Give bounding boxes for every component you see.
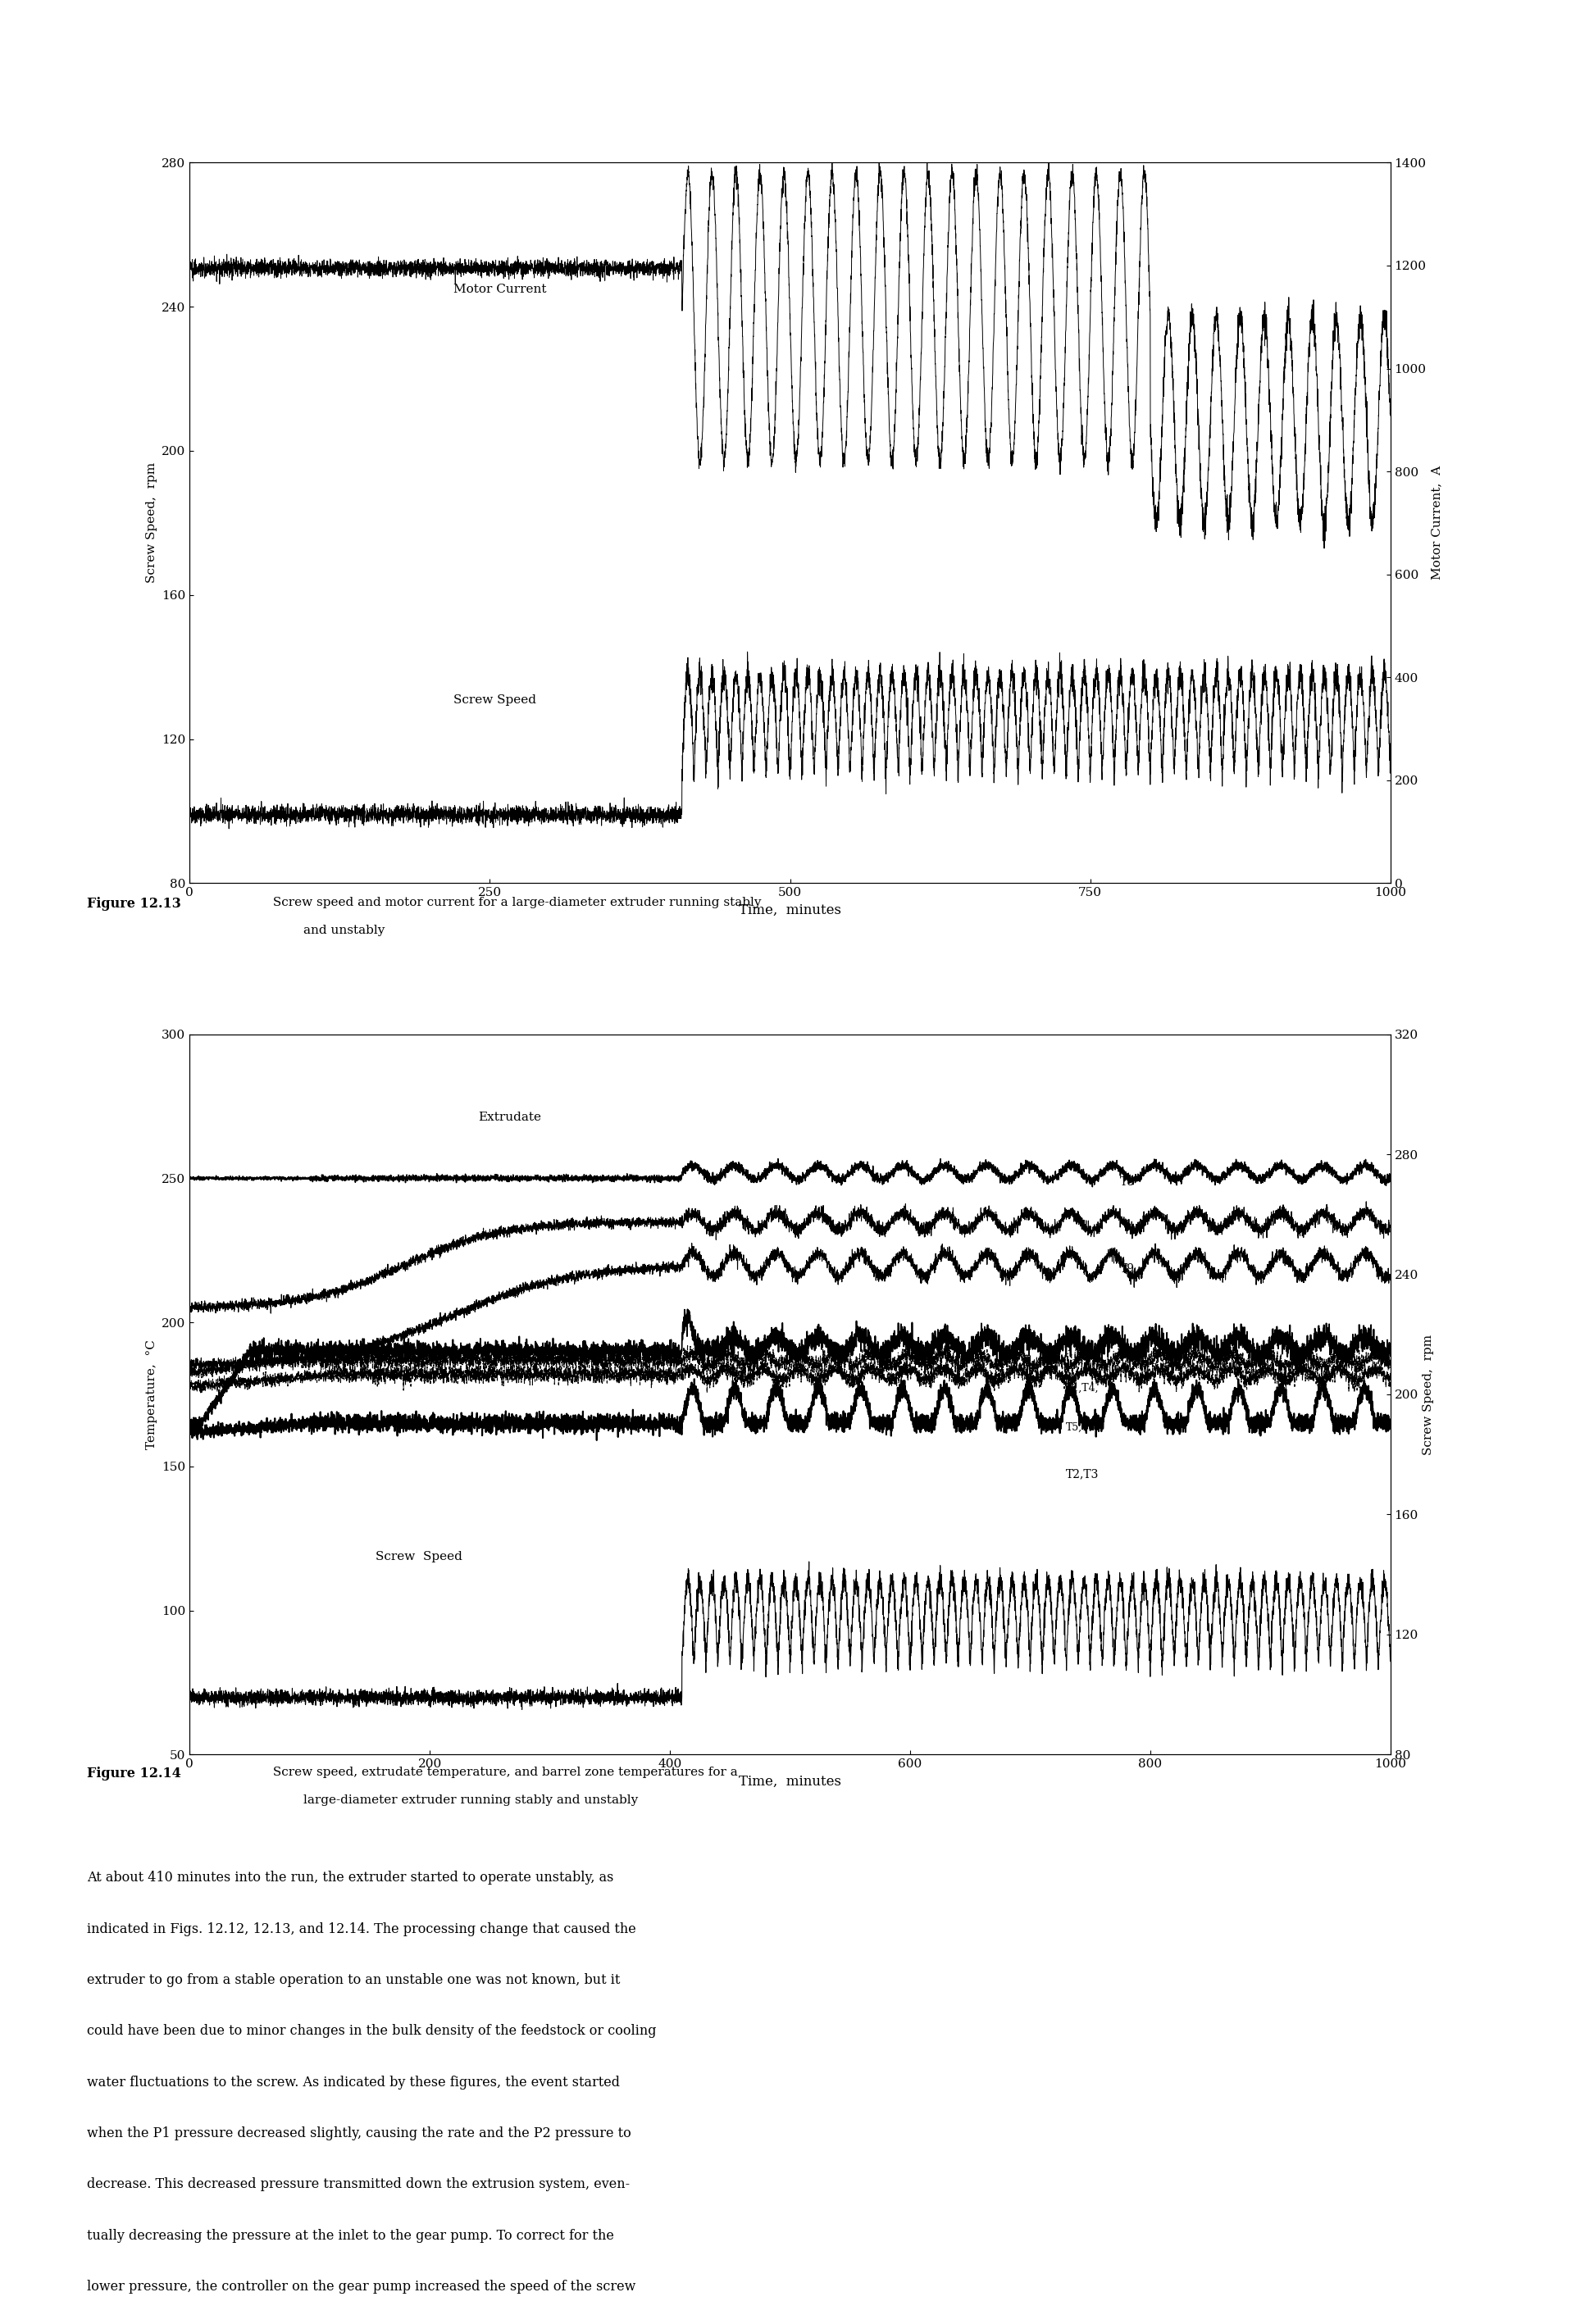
Text: T2,T3: T2,T3 bbox=[1066, 1469, 1100, 1480]
Text: Motor Current: Motor Current bbox=[453, 284, 547, 295]
Text: extruder to go from a stable operation to an unstable one was not known, but it: extruder to go from a stable operation t… bbox=[87, 1973, 621, 1987]
Text: Figure 12.13: Figure 12.13 bbox=[87, 897, 182, 911]
Y-axis label: Screw Speed,  rpm: Screw Speed, rpm bbox=[145, 462, 156, 583]
Text: and unstably: and unstably bbox=[303, 925, 386, 937]
Text: could have been due to minor changes in the bulk density of the feedstock or coo: could have been due to minor changes in … bbox=[87, 2024, 656, 2038]
Y-axis label: Temperature,  °C: Temperature, °C bbox=[145, 1339, 156, 1450]
X-axis label: Time,  minutes: Time, minutes bbox=[739, 1776, 841, 1789]
Text: indicated in Figs. 12.12, 12.13, and 12.14. The processing change that caused th: indicated in Figs. 12.12, 12.13, and 12.… bbox=[87, 1922, 637, 1936]
Text: Screw speed, extrudate temperature, and barrel zone temperatures for a: Screw speed, extrudate temperature, and … bbox=[269, 1766, 738, 1778]
Text: when the P1 pressure decreased slightly, causing the rate and the P2 pressure to: when the P1 pressure decreased slightly,… bbox=[87, 2126, 630, 2140]
Text: Figure 12.14: Figure 12.14 bbox=[87, 1766, 182, 1780]
Text: 559: 559 bbox=[1476, 37, 1517, 56]
Text: Screw speed and motor current for a large-diameter extruder running stably: Screw speed and motor current for a larg… bbox=[269, 897, 762, 909]
Y-axis label: Motor Current,  A: Motor Current, A bbox=[1431, 465, 1443, 581]
Text: Extrudate: Extrudate bbox=[477, 1111, 540, 1122]
Text: T7: T7 bbox=[1066, 1343, 1081, 1353]
Text: lower pressure, the controller on the gear pump increased the speed of the screw: lower pressure, the controller on the ge… bbox=[87, 2280, 635, 2294]
Text: water fluctuations to the screw. As indicated by these figures, the event starte: water fluctuations to the screw. As indi… bbox=[87, 2075, 619, 2089]
X-axis label: Time,  minutes: Time, minutes bbox=[739, 904, 841, 918]
Text: Screw Speed: Screw Speed bbox=[453, 695, 537, 706]
Text: T5,T6: T5,T6 bbox=[1066, 1422, 1097, 1434]
Y-axis label: Screw Speed,  rpm: Screw Speed, rpm bbox=[1424, 1334, 1435, 1455]
Text: T1,T4,: T1,T4, bbox=[1066, 1383, 1100, 1394]
Text: T9: T9 bbox=[1120, 1262, 1134, 1274]
Text: tually decreasing the pressure at the inlet to the gear pump. To correct for the: tually decreasing the pressure at the in… bbox=[87, 2229, 615, 2243]
Text: decrease. This decreased pressure transmitted down the extrusion system, even-: decrease. This decreased pressure transm… bbox=[87, 2178, 630, 2192]
Text: large-diameter extruder running stably and unstably: large-diameter extruder running stably a… bbox=[303, 1794, 638, 1806]
Text: At about 410 minutes into the run, the extruder started to operate unstably, as: At about 410 minutes into the run, the e… bbox=[87, 1871, 613, 1885]
Text: Screw  Speed: Screw Speed bbox=[376, 1550, 463, 1562]
Text: T8: T8 bbox=[1120, 1176, 1134, 1188]
Text: 12.7  Case Studies for Extrusion Processes That Flow Surge: 12.7 Case Studies for Extrusion Processe… bbox=[604, 40, 1040, 53]
